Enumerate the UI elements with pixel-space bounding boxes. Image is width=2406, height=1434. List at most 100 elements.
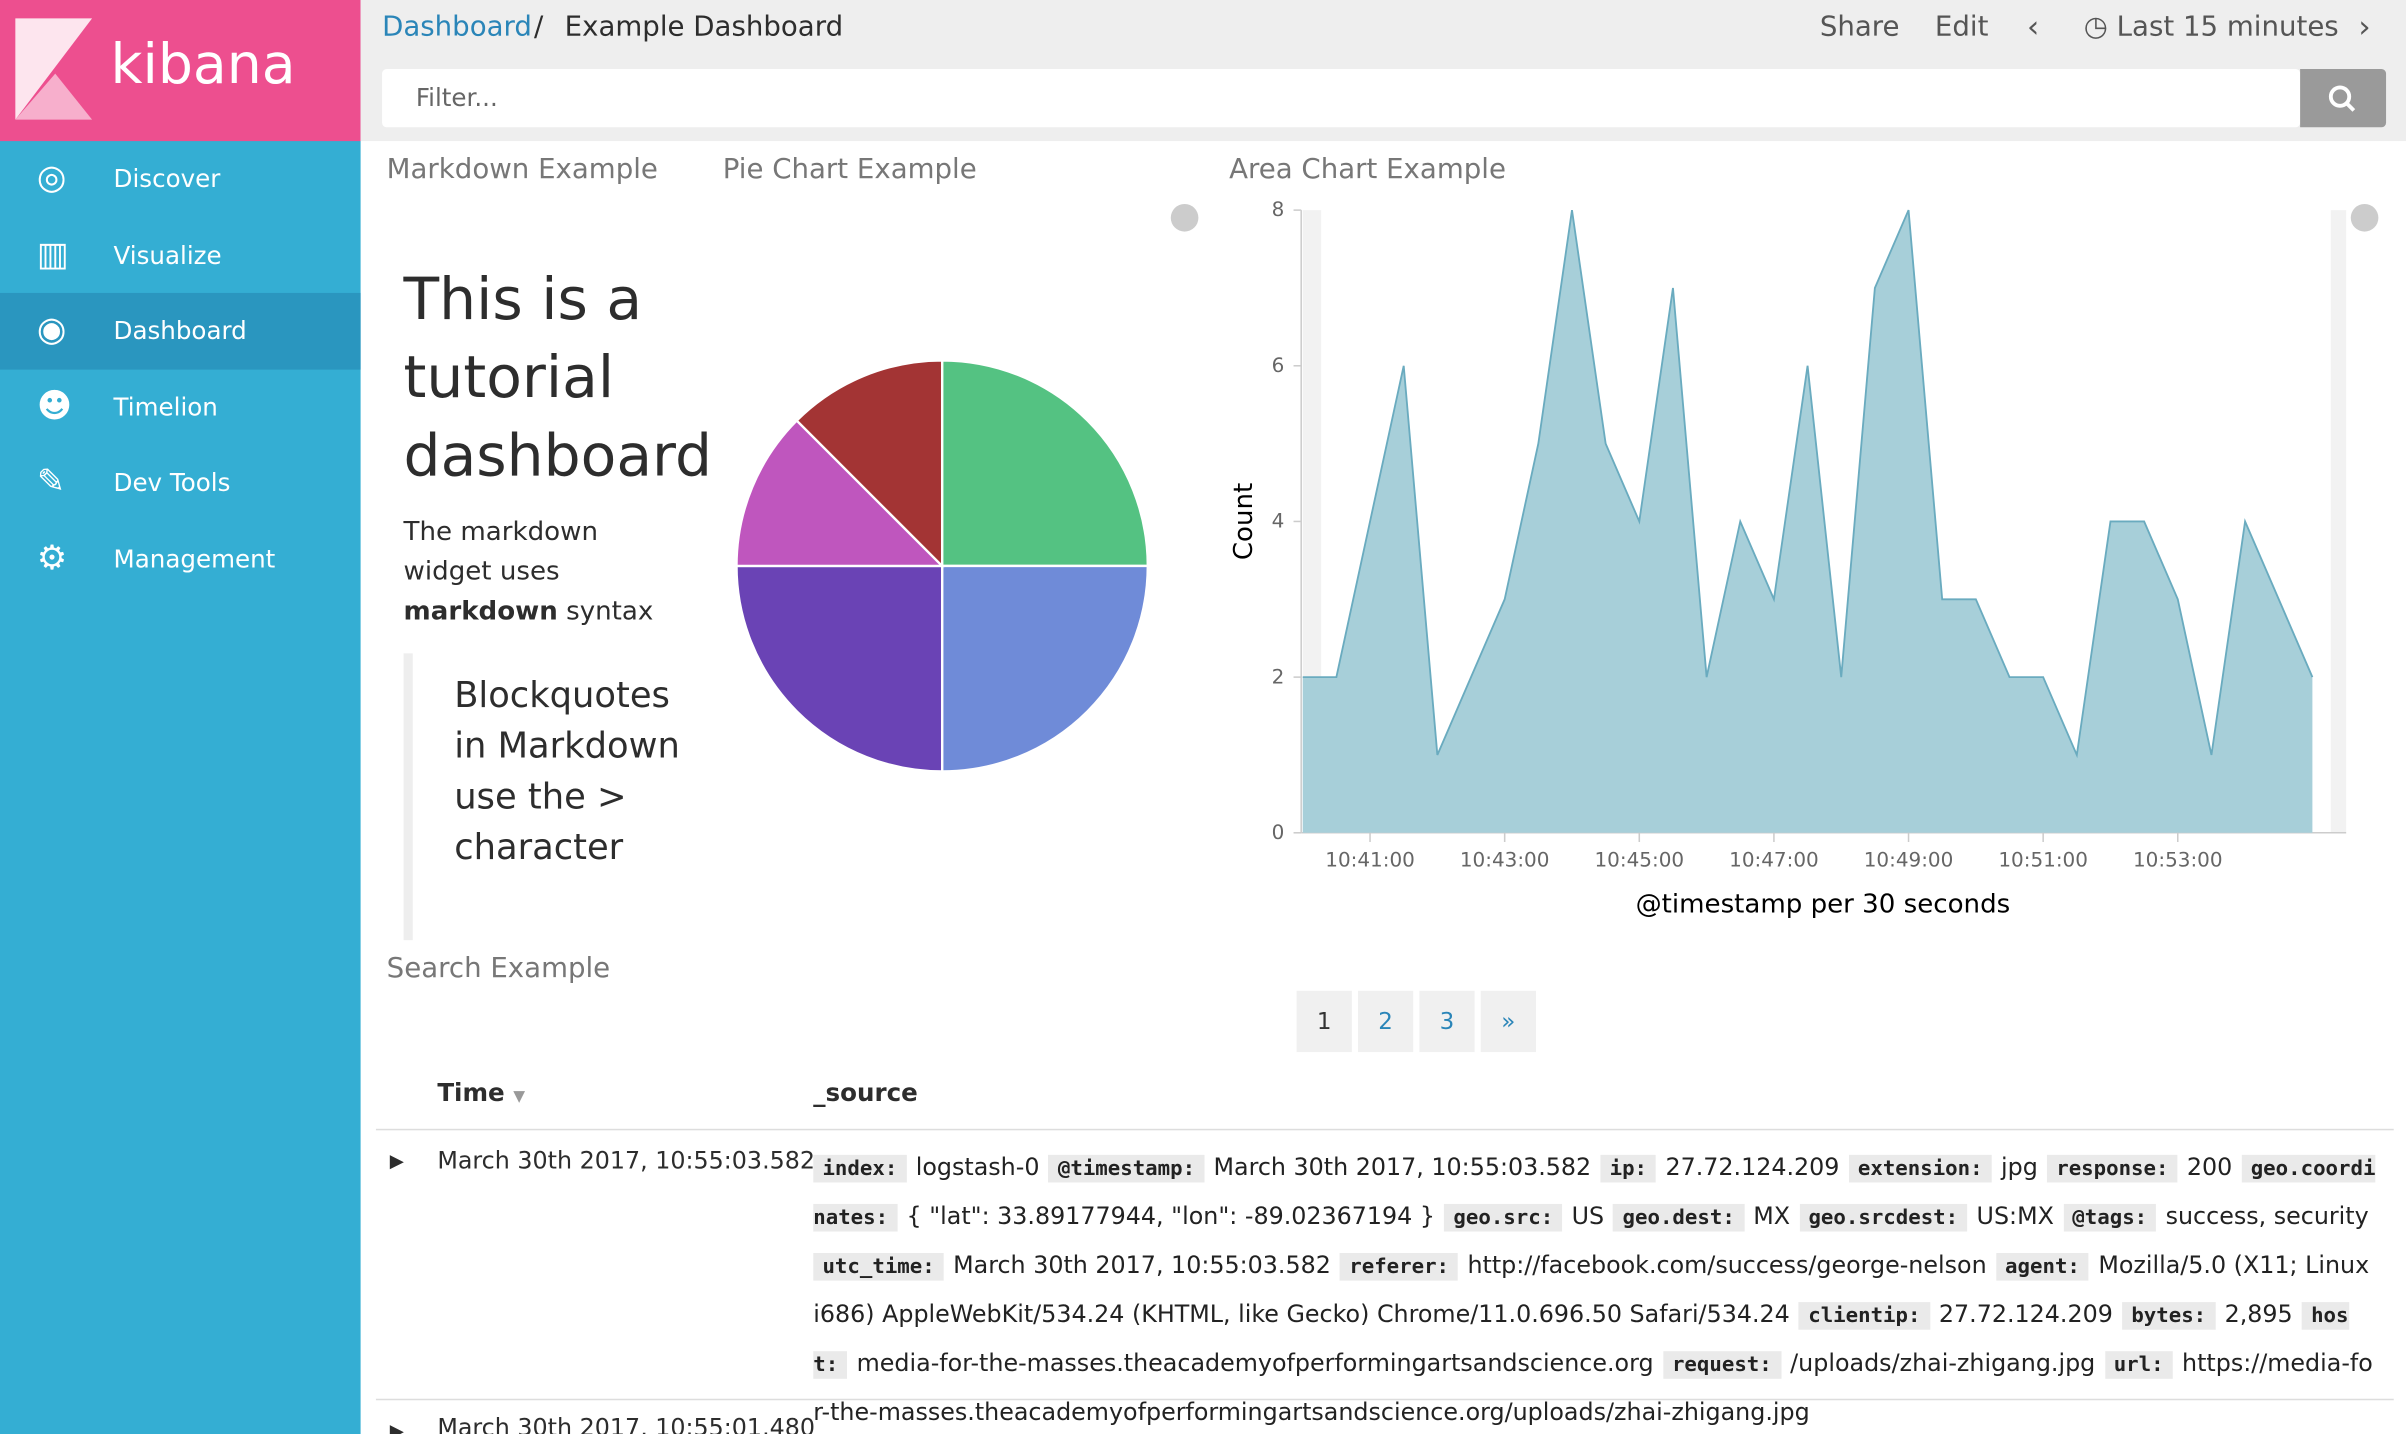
y-tick-label: 8: [1272, 197, 1285, 221]
bold-text: markdown: [403, 596, 558, 628]
field-value: US:MX: [1976, 1202, 2054, 1231]
sidebar: [0, 0, 361, 1434]
nav-label: Visualize: [113, 240, 222, 270]
nav-item[interactable]: ☻ Timelion: [0, 369, 361, 446]
nav-label: Management: [113, 544, 276, 574]
pie-slice: [940, 564, 1149, 773]
nav-icon: ⚙: [36, 539, 68, 579]
nav-item[interactable]: ⚙ Management: [0, 521, 361, 598]
panel-title: Area Chart Example: [1229, 153, 1506, 186]
nav-item[interactable]: ▥ Visualize: [0, 217, 361, 294]
row-time: March 30th 2017, 10:55:03.582: [437, 1147, 816, 1175]
search-button[interactable]: [2300, 69, 2387, 128]
breadcrumb-link[interactable]: Dashboard: [382, 10, 532, 43]
field-value: { "lat": 33.89177944, "lon": -89.0236719…: [906, 1202, 1436, 1231]
y-tick-label: 6: [1272, 353, 1285, 377]
expand-toggle[interactable]: ▶: [389, 1420, 404, 1434]
markdown-paragraph: The markdown widget uses markdown syntax: [404, 512, 680, 632]
nav-label: Discover: [113, 164, 221, 194]
x-axis-title: @timestamp per 30 seconds: [1636, 890, 2011, 920]
charts: 0 2 4 6 8 10:41:00 10:43:00 10:45:00 10:47:00 10:…: [735, 197, 2379, 920]
panel-title: Search Example: [386, 952, 611, 985]
column-header: _source: [813, 1078, 918, 1108]
panel-title: Pie Chart Example: [722, 153, 977, 186]
field-value: 27.72.124.209: [1938, 1300, 2113, 1329]
scroll-band: [2330, 210, 2347, 833]
field-value: media-for-the-masses.theacademyofperform…: [856, 1349, 1654, 1378]
blockquote-bar: [403, 653, 413, 941]
breadcrumb-title: Example Dashboard: [564, 10, 844, 43]
nav-label: Timelion: [113, 392, 218, 422]
x-tick-label: 10:41:00: [1325, 848, 1415, 872]
field-key: @tags:: [2063, 1203, 2157, 1232]
text: The markdown widget uses: [403, 516, 598, 588]
field-key: utc_time:: [813, 1253, 944, 1281]
legend-toggle[interactable]: [1170, 203, 1199, 232]
legend-toggle[interactable]: [2350, 203, 2379, 232]
field-key: request:: [1662, 1351, 1781, 1379]
edit-button[interactable]: Edit: [1934, 10, 1989, 43]
nav-label: Dashboard: [113, 316, 247, 346]
nav-icon: ◎: [36, 159, 67, 198]
field-value: https://media-for-the-masses.theacademyo…: [813, 1349, 2373, 1427]
pie-slice: [735, 418, 945, 568]
field-key: clientip:: [1799, 1302, 1930, 1330]
y-tick-label: 2: [1272, 664, 1285, 688]
x-tick-label: 10:49:00: [1864, 848, 1954, 872]
x-tick-label: 10:43:00: [1460, 848, 1550, 872]
markdown-heading: This is a tutorial dashboard: [403, 265, 713, 490]
logo[interactable]: kibana: [0, 0, 361, 142]
x-tick-label: 10:51:00: [1998, 848, 2088, 872]
page-button[interactable]: »: [1480, 990, 1536, 1053]
share-button[interactable]: Share: [1819, 10, 1900, 43]
search-icon: [2328, 85, 2356, 112]
y-axis-title: Count: [1229, 483, 1259, 560]
time-picker[interactable]: ◷ Last 15 minutes: [2083, 10, 2339, 43]
field-value: 27.72.124.209: [1665, 1153, 1840, 1181]
nav-icon: ✎: [36, 463, 66, 503]
expand-toggle[interactable]: ▶: [389, 1150, 404, 1172]
field-value: Mozilla/5.0 (X11; Linux i686) AppleWebKi…: [813, 1251, 2370, 1329]
area-line: [1302, 209, 2314, 759]
field-key: referer:: [1340, 1253, 1459, 1281]
field-value: 200: [2186, 1153, 2233, 1181]
page-button[interactable]: 1: [1296, 990, 1352, 1053]
field-value: success, security: [2165, 1202, 2369, 1231]
field-key: geo.srcdest:: [1799, 1203, 1968, 1232]
field-key: @timestamp:: [1048, 1154, 1205, 1183]
filter-input[interactable]: Filter...: [382, 69, 2301, 128]
page-button[interactable]: 2: [1357, 990, 1414, 1053]
nav-item[interactable]: ◎ Discover: [0, 141, 361, 218]
top-bar: Dashboard / Example Dashboard Share Edit…: [360, 0, 2406, 142]
field-key: url:: [2104, 1351, 2173, 1379]
nav-item[interactable]: ✎ Dev Tools: [0, 445, 361, 522]
field-key: index:: [813, 1154, 907, 1183]
page-button[interactable]: 3: [1419, 990, 1475, 1053]
field-key: geo.dest:: [1613, 1203, 1745, 1232]
brand: kibana: [110, 33, 296, 97]
field-value: March 30th 2017, 10:55:03.582: [1213, 1153, 1592, 1181]
x-tick-label: 10:45:00: [1595, 848, 1685, 872]
next-button[interactable]: ›: [2358, 7, 2371, 45]
nav-icon: ▥: [36, 235, 69, 274]
pie-slice: [735, 564, 944, 773]
prev-button[interactable]: ‹: [2026, 7, 2040, 45]
nav-item[interactable]: ◉ Dashboard: [0, 293, 361, 370]
nav-icon: ◉: [36, 311, 67, 350]
row-source: index: logstash-0 @timestamp: March 30th 20…: [813, 1144, 2378, 1434]
field-key: response:: [2047, 1154, 2178, 1183]
filter-placeholder: Filter...: [415, 82, 498, 112]
field-key: geo.src:: [1444, 1203, 1563, 1232]
row-divider: [375, 1398, 2394, 1401]
row-divider: [375, 1128, 2394, 1131]
field-value: jpg: [2001, 1153, 2038, 1181]
field-key: bytes:: [2122, 1302, 2216, 1330]
field-key: extension:: [1848, 1154, 1992, 1183]
column-header[interactable]: Time ▼: [437, 1078, 526, 1108]
pie-slice: [940, 359, 1149, 568]
area: [1302, 210, 2313, 833]
field-value: US: [1571, 1202, 1605, 1231]
pie-slice: [795, 359, 944, 569]
